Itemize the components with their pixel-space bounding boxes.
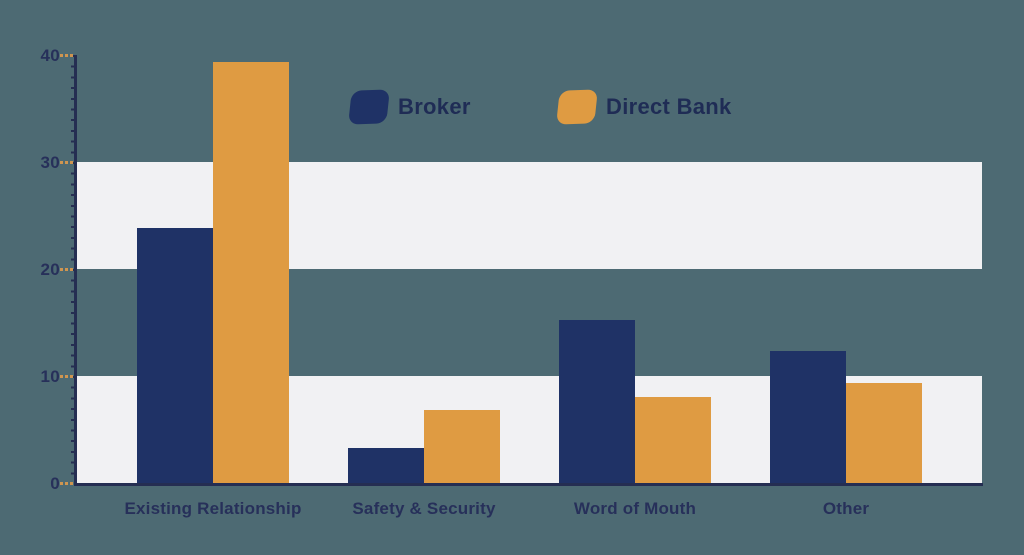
y-tick-label-40: 40 bbox=[40, 46, 60, 65]
bar-direct-bank-word-of-mouth bbox=[635, 397, 711, 483]
y-tick-mark-20 bbox=[60, 268, 74, 271]
bar-direct-bank-existing-relationship bbox=[213, 62, 289, 483]
bar-direct-bank-other bbox=[846, 383, 922, 483]
x-category-label-other: Other bbox=[822, 499, 870, 518]
legend-label-broker: Broker bbox=[398, 94, 471, 119]
chart-legend: Broker Direct Bank bbox=[0, 89, 1024, 130]
legend-label-direct-bank: Direct Bank bbox=[606, 94, 732, 119]
direct-bank-swatch-icon bbox=[556, 89, 598, 125]
y-axis-line bbox=[74, 55, 77, 486]
y-tick-label-20: 20 bbox=[40, 260, 60, 279]
broker-swatch-icon bbox=[348, 89, 390, 125]
bar-broker-existing-relationship bbox=[137, 228, 213, 483]
legend-item-direct-bank: Direct Bank bbox=[556, 89, 732, 125]
y-tick-label-0: 0 bbox=[50, 474, 60, 493]
y-tick-mark-30 bbox=[60, 161, 74, 164]
y-tick-mark-10 bbox=[60, 375, 74, 378]
legend-item-broker: Broker bbox=[348, 89, 471, 125]
bar-broker-other bbox=[770, 351, 846, 483]
x-category-label-word-of-mouth: Word of Mouth bbox=[573, 499, 697, 518]
y-tick-mark-0 bbox=[60, 482, 74, 485]
y-tick-label-10: 10 bbox=[40, 367, 60, 386]
y-tick-mark-40 bbox=[60, 54, 74, 57]
bar-direct-bank-safety-security bbox=[424, 410, 500, 483]
x-category-label-existing-relationship: Existing Relationship bbox=[124, 499, 302, 518]
bar-broker-word-of-mouth bbox=[559, 320, 635, 483]
x-axis-line bbox=[74, 483, 983, 486]
bar-broker-safety-security bbox=[348, 447, 424, 483]
x-category-label-safety-security: Safety & Security bbox=[352, 499, 496, 518]
y-tick-label-30: 30 bbox=[40, 153, 60, 172]
